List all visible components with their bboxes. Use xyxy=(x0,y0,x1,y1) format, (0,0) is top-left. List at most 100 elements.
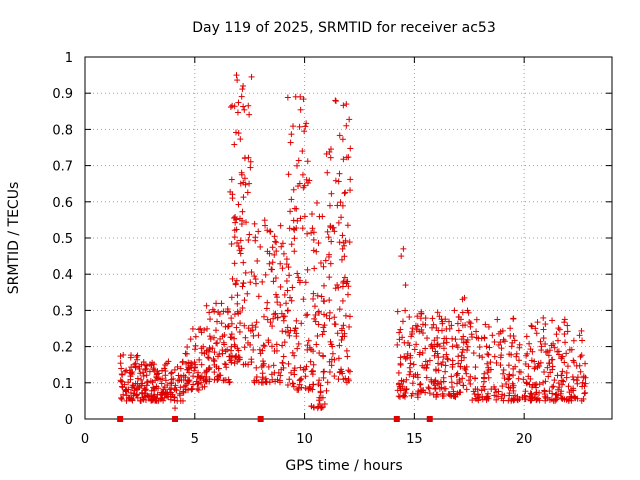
data-point xyxy=(225,323,232,330)
data-point xyxy=(177,384,184,391)
data-point xyxy=(154,395,161,402)
data-point xyxy=(312,318,319,325)
data-point xyxy=(473,316,480,323)
data-point xyxy=(315,240,322,247)
data-point xyxy=(165,358,172,365)
data-point xyxy=(445,318,452,325)
data-point xyxy=(117,353,124,360)
data-point xyxy=(561,331,568,338)
data-point xyxy=(246,180,253,187)
data-point xyxy=(576,332,583,339)
data-point xyxy=(206,376,213,383)
data-point xyxy=(422,321,429,328)
data-point xyxy=(161,365,168,372)
data-point xyxy=(250,332,257,339)
data-point xyxy=(458,336,465,343)
data-point xyxy=(297,364,304,371)
data-point xyxy=(242,181,249,188)
data-point xyxy=(286,332,293,339)
data-point xyxy=(343,101,350,108)
data-point xyxy=(242,269,249,276)
data-point xyxy=(242,154,249,161)
data-point xyxy=(279,359,286,366)
data-point xyxy=(520,376,527,383)
data-point xyxy=(400,245,407,252)
data-point xyxy=(428,341,435,348)
data-point xyxy=(277,301,284,308)
data-point xyxy=(476,352,483,359)
data-point xyxy=(338,337,345,344)
data-point xyxy=(342,237,349,244)
data-point xyxy=(321,400,328,407)
data-point xyxy=(346,368,353,375)
data-point xyxy=(448,373,455,380)
data-point xyxy=(570,357,577,364)
data-point xyxy=(320,328,327,335)
data-point xyxy=(341,190,348,197)
data-point xyxy=(452,393,459,400)
data-point xyxy=(527,390,534,397)
data-point xyxy=(224,323,231,330)
data-point xyxy=(577,353,584,360)
data-point xyxy=(285,360,292,367)
data-point xyxy=(338,327,345,334)
data-point xyxy=(317,259,324,266)
data-point xyxy=(170,375,177,382)
data-point xyxy=(300,296,307,303)
data-point xyxy=(303,312,310,319)
data-point xyxy=(232,213,239,220)
data-point xyxy=(291,352,298,359)
data-point xyxy=(300,96,307,103)
data-point xyxy=(229,191,236,198)
data-point xyxy=(476,394,483,401)
data-point xyxy=(162,361,169,368)
data-point xyxy=(326,274,333,281)
data-point xyxy=(237,250,244,257)
data-point xyxy=(442,316,449,323)
data-point xyxy=(290,383,297,390)
data-point xyxy=(550,340,557,347)
data-point xyxy=(540,379,547,386)
data-point xyxy=(286,272,293,279)
data-point xyxy=(324,379,331,386)
y-tick-label: 0.7 xyxy=(52,160,73,175)
data-point xyxy=(311,265,318,272)
data-point xyxy=(315,308,322,315)
data-point xyxy=(261,217,268,224)
data-point xyxy=(120,351,127,358)
data-point xyxy=(302,279,309,286)
data-point xyxy=(528,357,535,364)
data-point xyxy=(463,363,470,370)
data-point xyxy=(174,363,181,370)
data-point xyxy=(462,366,469,373)
data-point xyxy=(248,269,255,276)
data-point xyxy=(179,359,186,366)
data-point xyxy=(294,270,301,277)
data-point xyxy=(461,294,468,301)
data-point xyxy=(242,361,249,368)
data-point xyxy=(307,358,314,365)
data-point xyxy=(397,387,404,394)
data-point xyxy=(310,247,317,254)
data-point xyxy=(304,158,311,165)
data-point xyxy=(175,372,182,379)
data-point xyxy=(323,387,330,394)
data-point xyxy=(236,215,243,222)
data-point xyxy=(452,336,459,343)
data-point xyxy=(411,346,418,353)
data-point xyxy=(537,359,544,366)
data-point xyxy=(559,368,566,375)
data-point xyxy=(191,346,198,353)
data-point xyxy=(329,343,336,350)
data-point xyxy=(345,367,352,374)
data-point xyxy=(582,380,589,387)
data-point xyxy=(176,376,183,383)
data-point xyxy=(540,314,547,321)
data-point xyxy=(408,333,415,340)
data-point xyxy=(168,379,175,386)
data-point xyxy=(289,380,296,387)
data-point xyxy=(211,308,218,315)
data-point xyxy=(244,189,251,196)
data-point xyxy=(304,230,311,237)
data-point xyxy=(491,353,498,360)
